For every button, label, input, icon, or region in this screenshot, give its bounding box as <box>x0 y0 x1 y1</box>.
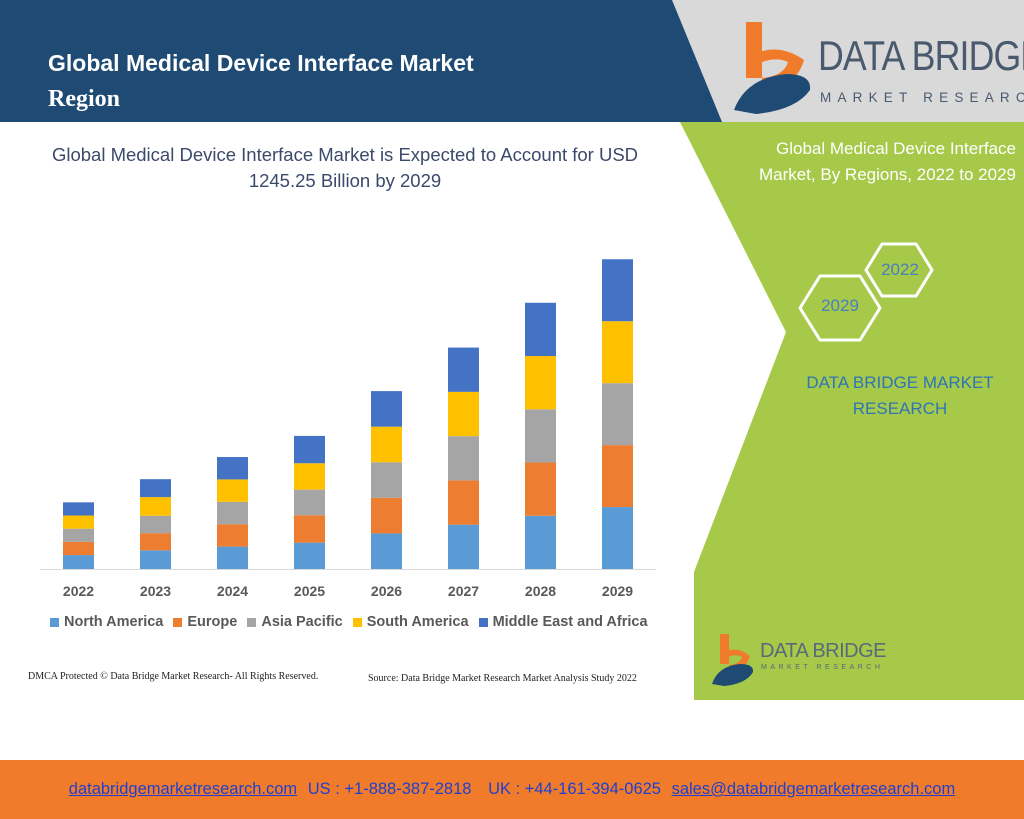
hex-year-2022: 2022 <box>881 260 919 279</box>
bar-segment-2022-middle-east-and-africa <box>63 502 94 516</box>
bar-segment-2022-north-america <box>63 555 94 569</box>
side-panel-brand: DATA BRIDGE MARKET RESEARCH <box>806 373 994 418</box>
chart-legend: North America Europe Asia Pacific South Ame… <box>50 614 658 630</box>
legend-label: North America <box>64 614 164 630</box>
bar-segment-2029-asia-pacific <box>602 383 633 446</box>
legend-item: South America <box>352 614 469 630</box>
bar-segment-2022-south-america <box>63 515 94 529</box>
bar-segment-2029-north-america <box>602 507 633 569</box>
bar-segment-2028-asia-pacific <box>525 409 556 463</box>
dmca-notice: DMCA Protected © Data Bridge Market Rese… <box>28 671 319 682</box>
legend-label: Middle East and Africa <box>492 614 648 630</box>
bar-segment-2028-middle-east-and-africa <box>525 302 556 357</box>
bar-segment-2027-middle-east-and-africa <box>448 347 479 392</box>
legend-label: South America <box>366 614 469 630</box>
legend-swatch <box>352 617 362 627</box>
bar-segment-2026-europe <box>371 497 402 534</box>
bar-segment-2028-europe <box>525 462 556 516</box>
legend-item: North America <box>50 614 163 630</box>
bar-segment-2023-europe <box>140 533 171 551</box>
brand-tagline: MARKET RESEARCH <box>820 90 1024 105</box>
bar-segment-2025-asia-pacific <box>294 489 325 516</box>
footer-contacts: databridgemarketresearch.com US : +1-888… <box>0 780 1024 799</box>
bar-segment-2023-middle-east-and-africa <box>140 479 171 498</box>
x-tick-label: 2029 <box>602 583 633 599</box>
bar-segment-2027-south-america <box>448 391 479 437</box>
bar-segment-2029-middle-east-and-africa <box>602 259 633 322</box>
side-panel-title: Global Medical Device Interface Market, … <box>758 139 1016 184</box>
bar-segment-2024-asia-pacific <box>217 501 248 525</box>
bar-segment-2025-europe <box>294 515 325 543</box>
brand-logo-small: DATA BRIDGE MARKET RESEARCH <box>708 632 908 688</box>
bar-segment-2023-south-america <box>140 497 171 516</box>
bar-segment-2024-north-america <box>217 546 248 569</box>
bar-segment-2023-north-america <box>140 550 171 569</box>
source-note: Source: Data Bridge Market Research Mark… <box>368 673 637 684</box>
bar-segment-2027-north-america <box>448 524 479 569</box>
bar-segment-2027-europe <box>448 480 479 525</box>
bar-segment-2023-asia-pacific <box>140 515 171 534</box>
side-panel-background <box>680 122 1024 700</box>
footer-bar: databridgemarketresearch.com US : +1-888… <box>0 760 1024 819</box>
bar-segment-2024-south-america <box>217 479 248 502</box>
uk-phone: UK : +44-161-394-0625 <box>488 780 661 798</box>
legend-label: Asia Pacific <box>261 614 343 630</box>
legend-swatch <box>173 617 183 627</box>
x-tick-label: 2023 <box>140 583 171 599</box>
brand-tagline-small: MARKET RESEARCH <box>761 664 884 671</box>
legend-swatch <box>50 617 59 627</box>
brand-name-small: DATA BRIDGE <box>760 640 887 662</box>
bar-segment-2026-south-america <box>371 426 402 463</box>
bar-segment-2027-asia-pacific <box>448 436 479 481</box>
bar-segment-2025-middle-east-and-africa <box>294 435 325 464</box>
page-title: Global Medical Device Interface Market <box>48 50 474 76</box>
bar-segment-2029-europe <box>602 445 633 508</box>
bar-segment-2026-middle-east-and-africa <box>371 391 402 427</box>
legend-item: Europe <box>173 614 237 630</box>
bar-segment-2028-north-america <box>525 515 556 569</box>
hex-year-2029: 2029 <box>821 296 859 315</box>
legend-item: Asia Pacific <box>247 614 343 630</box>
side-panel <box>0 122 1024 700</box>
x-tick-label: 2027 <box>448 583 479 599</box>
bar-segment-2024-middle-east-and-africa <box>217 457 248 480</box>
bar-segment-2029-south-america <box>602 321 633 384</box>
bar-segment-2026-north-america <box>371 533 402 569</box>
header-band: Global Medical Device Interface Market R… <box>0 0 1024 122</box>
x-tick-label: 2025 <box>294 583 325 599</box>
legend-item: Middle East and Africa <box>478 614 648 630</box>
email-link[interactable]: sales@databridgemarketresearch.com <box>671 780 956 798</box>
legend-swatch <box>478 617 488 627</box>
us-phone: US : +1-888-387-2818 <box>307 780 472 798</box>
legend-label: Europe <box>187 614 238 630</box>
x-tick-label: 2026 <box>371 583 402 599</box>
brand-logo-small-icon <box>712 634 754 686</box>
stacked-bar-chart: 2022 2023 2024 2025 2026 2027 2028 2029 <box>40 259 656 599</box>
bar-segment-2025-north-america <box>294 542 325 569</box>
page-subtitle: Region <box>48 86 120 112</box>
bar-segment-2025-south-america <box>294 463 325 490</box>
brand-logo-icon <box>734 22 811 114</box>
brand-name: DATA BRIDGE <box>818 32 1024 79</box>
bar-segment-2026-asia-pacific <box>371 462 402 498</box>
x-tick-label: 2024 <box>217 583 248 599</box>
bar-segment-2022-europe <box>63 541 94 556</box>
bar-segment-2022-asia-pacific <box>63 528 94 542</box>
website-link[interactable]: databridgemarketresearch.com <box>68 780 298 798</box>
bar-segment-2028-south-america <box>525 356 556 410</box>
x-tick-label: 2028 <box>525 583 556 599</box>
header-background <box>0 0 1024 122</box>
legend-swatch <box>247 617 257 627</box>
x-tick-label: 2022 <box>63 583 94 599</box>
bar-segment-2024-europe <box>217 524 248 547</box>
chart-title: Global Medical Device Interface Market i… <box>51 144 639 191</box>
brand-logo: DATA BRIDGE MARKET RESEARCH <box>726 18 1024 118</box>
